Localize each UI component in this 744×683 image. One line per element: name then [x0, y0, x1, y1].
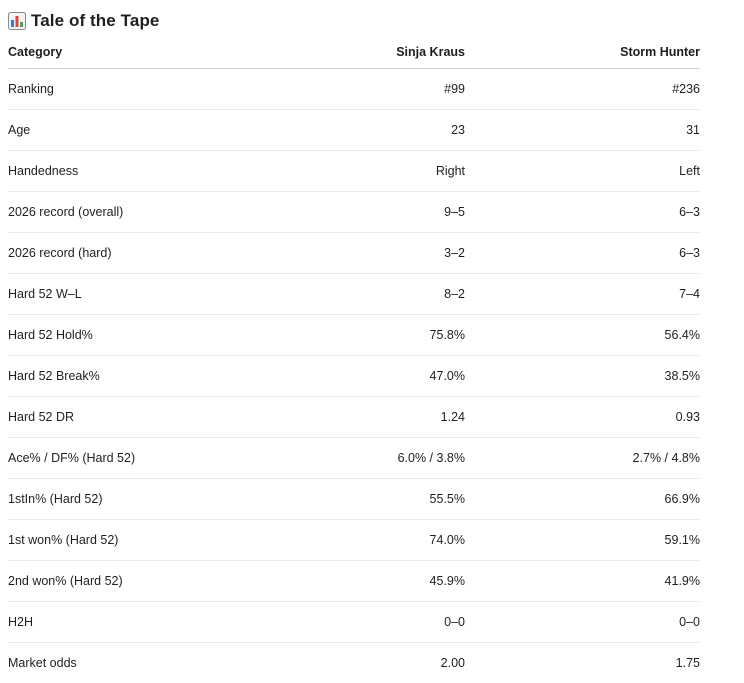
row-player-b-cell: 31	[465, 110, 700, 151]
row-category-cell: 2026 record (overall)	[8, 192, 228, 233]
row-player-a-cell: 8–2	[228, 274, 465, 315]
row-player-b-cell: 38.5%	[465, 356, 700, 397]
row-category-cell: H2H	[8, 602, 228, 643]
column-header-category: Category	[8, 36, 228, 69]
row-player-b-cell: 66.9%	[465, 479, 700, 520]
row-category-cell: Ranking	[8, 69, 228, 110]
section-header: Tale of the Tape	[8, 11, 160, 31]
row-player-b-cell: #236	[465, 69, 700, 110]
table-row: Ace% / DF% (Hard 52)6.0% / 3.8%2.7% / 4.…	[8, 438, 700, 479]
row-player-a-cell: 9–5	[228, 192, 465, 233]
row-category-cell: 1st won% (Hard 52)	[8, 520, 228, 561]
row-category-cell: 2nd won% (Hard 52)	[8, 561, 228, 602]
table-row: 2nd won% (Hard 52)45.9%41.9%	[8, 561, 700, 602]
row-category-cell: Ace% / DF% (Hard 52)	[8, 438, 228, 479]
table-row: 1stIn% (Hard 52)55.5%66.9%	[8, 479, 700, 520]
table-header-row: Category Sinja Kraus Storm Hunter	[8, 36, 700, 69]
row-player-b-cell: 2.7% / 4.8%	[465, 438, 700, 479]
row-category-cell: Hard 52 Hold%	[8, 315, 228, 356]
row-player-b-cell: 6–3	[465, 233, 700, 274]
bar-chart-icon	[8, 12, 26, 30]
row-player-a-cell: 2.00	[228, 643, 465, 683]
row-category-cell: Market odds	[8, 643, 228, 683]
row-category-cell: Hard 52 DR	[8, 397, 228, 438]
row-player-a-cell: 6.0% / 3.8%	[228, 438, 465, 479]
row-player-a-cell: 45.9%	[228, 561, 465, 602]
table-row: Hard 52 Hold%75.8%56.4%	[8, 315, 700, 356]
row-player-a-cell: 0–0	[228, 602, 465, 643]
page-title: Tale of the Tape	[31, 11, 160, 31]
row-player-b-cell: 56.4%	[465, 315, 700, 356]
table-row: Hard 52 Break%47.0%38.5%	[8, 356, 700, 397]
row-player-a-cell: Right	[228, 151, 465, 192]
row-player-a-cell: 74.0%	[228, 520, 465, 561]
column-header-player-a: Sinja Kraus	[228, 36, 465, 69]
row-category-cell: 2026 record (hard)	[8, 233, 228, 274]
row-player-a-cell: 23	[228, 110, 465, 151]
row-player-a-cell: 55.5%	[228, 479, 465, 520]
row-category-cell: 1stIn% (Hard 52)	[8, 479, 228, 520]
row-player-b-cell: 59.1%	[465, 520, 700, 561]
row-player-b-cell: 7–4	[465, 274, 700, 315]
row-player-b-cell: 0–0	[465, 602, 700, 643]
row-category-cell: Hard 52 Break%	[8, 356, 228, 397]
row-player-a-cell: 3–2	[228, 233, 465, 274]
row-category-cell: Age	[8, 110, 228, 151]
row-player-a-cell: 47.0%	[228, 356, 465, 397]
row-category-cell: Handedness	[8, 151, 228, 192]
row-player-b-cell: 0.93	[465, 397, 700, 438]
row-player-b-cell: 6–3	[465, 192, 700, 233]
row-category-cell: Hard 52 W–L	[8, 274, 228, 315]
column-header-player-b: Storm Hunter	[465, 36, 700, 69]
row-player-b-cell: 1.75	[465, 643, 700, 683]
row-player-a-cell: #99	[228, 69, 465, 110]
row-player-a-cell: 1.24	[228, 397, 465, 438]
table-row: 1st won% (Hard 52)74.0%59.1%	[8, 520, 700, 561]
row-player-b-cell: Left	[465, 151, 700, 192]
table-row: Ranking#99#236	[8, 69, 700, 110]
row-player-b-cell: 41.9%	[465, 561, 700, 602]
row-player-a-cell: 75.8%	[228, 315, 465, 356]
tale-of-the-tape-table: Category Sinja Kraus Storm Hunter Rankin…	[8, 36, 700, 683]
